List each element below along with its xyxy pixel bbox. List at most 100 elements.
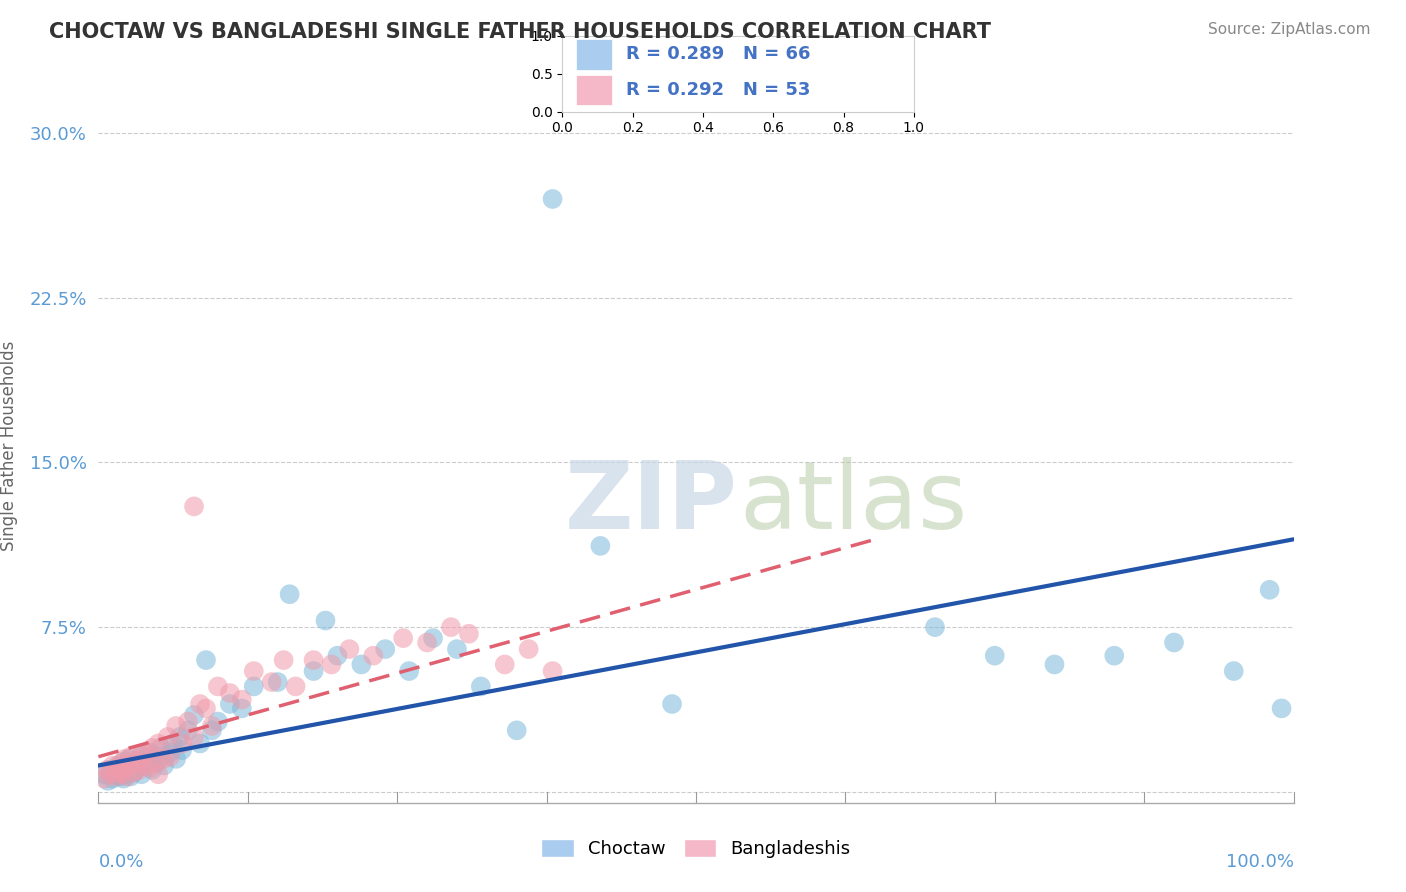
- Point: [141, 740, 163, 755]
- Point: [114, 752, 136, 766]
- Text: 0.0%: 0.0%: [98, 853, 143, 871]
- Point: [112, 772, 135, 786]
- Point: [115, 767, 138, 781]
- Point: [96, 763, 118, 777]
- Point: [97, 773, 120, 788]
- Point: [148, 737, 170, 751]
- Point: [1223, 664, 1246, 678]
- Point: [131, 747, 153, 762]
- Point: [1163, 635, 1185, 649]
- Point: [243, 680, 266, 694]
- Point: [118, 752, 141, 766]
- Point: [128, 763, 150, 777]
- Point: [165, 752, 187, 766]
- Point: [278, 587, 301, 601]
- Point: [284, 680, 307, 694]
- Point: [110, 765, 132, 780]
- Point: [243, 664, 266, 678]
- Text: R = 0.289   N = 66: R = 0.289 N = 66: [626, 45, 810, 62]
- Point: [159, 745, 181, 759]
- Point: [1258, 582, 1281, 597]
- Point: [101, 772, 124, 786]
- Point: [121, 758, 143, 772]
- Point: [350, 657, 373, 672]
- Point: [131, 767, 153, 781]
- Point: [207, 680, 229, 694]
- Point: [195, 701, 218, 715]
- Point: [127, 761, 149, 775]
- Point: [153, 752, 176, 766]
- Point: [183, 500, 205, 514]
- Point: [183, 708, 205, 723]
- Point: [115, 769, 138, 783]
- Point: [162, 737, 184, 751]
- Point: [589, 539, 612, 553]
- Text: ZIP: ZIP: [565, 457, 737, 549]
- Point: [183, 730, 205, 744]
- Point: [541, 192, 564, 206]
- Point: [125, 754, 148, 768]
- Point: [108, 769, 131, 783]
- Point: [219, 686, 242, 700]
- Point: [98, 763, 122, 777]
- Text: 100.0%: 100.0%: [1226, 853, 1294, 871]
- Point: [93, 767, 115, 781]
- Point: [129, 749, 152, 764]
- Point: [98, 767, 122, 781]
- Point: [141, 763, 163, 777]
- Point: [517, 642, 540, 657]
- Point: [458, 626, 481, 640]
- Point: [148, 754, 170, 768]
- Point: [108, 765, 131, 780]
- Point: [124, 765, 146, 780]
- Point: [302, 664, 325, 678]
- Bar: [576, 39, 612, 70]
- Point: [188, 697, 211, 711]
- Point: [1104, 648, 1126, 663]
- Point: [1043, 657, 1066, 672]
- Text: CHOCTAW VS BANGLADESHI SINGLE FATHER HOUSEHOLDS CORRELATION CHART: CHOCTAW VS BANGLADESHI SINGLE FATHER HOU…: [49, 22, 991, 42]
- Point: [392, 631, 415, 645]
- Point: [201, 719, 224, 733]
- Point: [148, 767, 170, 781]
- Point: [506, 723, 529, 738]
- Point: [302, 653, 325, 667]
- Point: [470, 680, 492, 694]
- Point: [132, 758, 155, 772]
- Point: [132, 754, 155, 768]
- Point: [114, 754, 136, 768]
- Point: [273, 653, 295, 667]
- Point: [315, 614, 337, 628]
- Point: [188, 737, 211, 751]
- Y-axis label: Single Father Households: Single Father Households: [0, 341, 18, 551]
- Point: [120, 769, 142, 783]
- Point: [101, 758, 124, 772]
- Point: [924, 620, 946, 634]
- Point: [440, 620, 463, 634]
- Point: [177, 723, 200, 738]
- Point: [422, 631, 444, 645]
- Point: [201, 723, 224, 738]
- Point: [124, 765, 146, 780]
- Point: [374, 642, 396, 657]
- Point: [219, 697, 242, 711]
- Point: [145, 749, 167, 764]
- Text: Source: ZipAtlas.com: Source: ZipAtlas.com: [1208, 22, 1371, 37]
- Point: [363, 648, 385, 663]
- Bar: [576, 75, 612, 105]
- Point: [135, 758, 157, 772]
- Point: [231, 692, 253, 706]
- Point: [494, 657, 516, 672]
- Point: [177, 714, 200, 729]
- Point: [149, 740, 172, 755]
- Point: [93, 772, 115, 786]
- Point: [172, 743, 194, 757]
- Point: [541, 664, 564, 678]
- Point: [124, 756, 146, 771]
- Point: [117, 758, 139, 772]
- Point: [260, 675, 283, 690]
- Point: [165, 719, 187, 733]
- Point: [105, 767, 128, 781]
- Point: [105, 769, 128, 783]
- Point: [1271, 701, 1294, 715]
